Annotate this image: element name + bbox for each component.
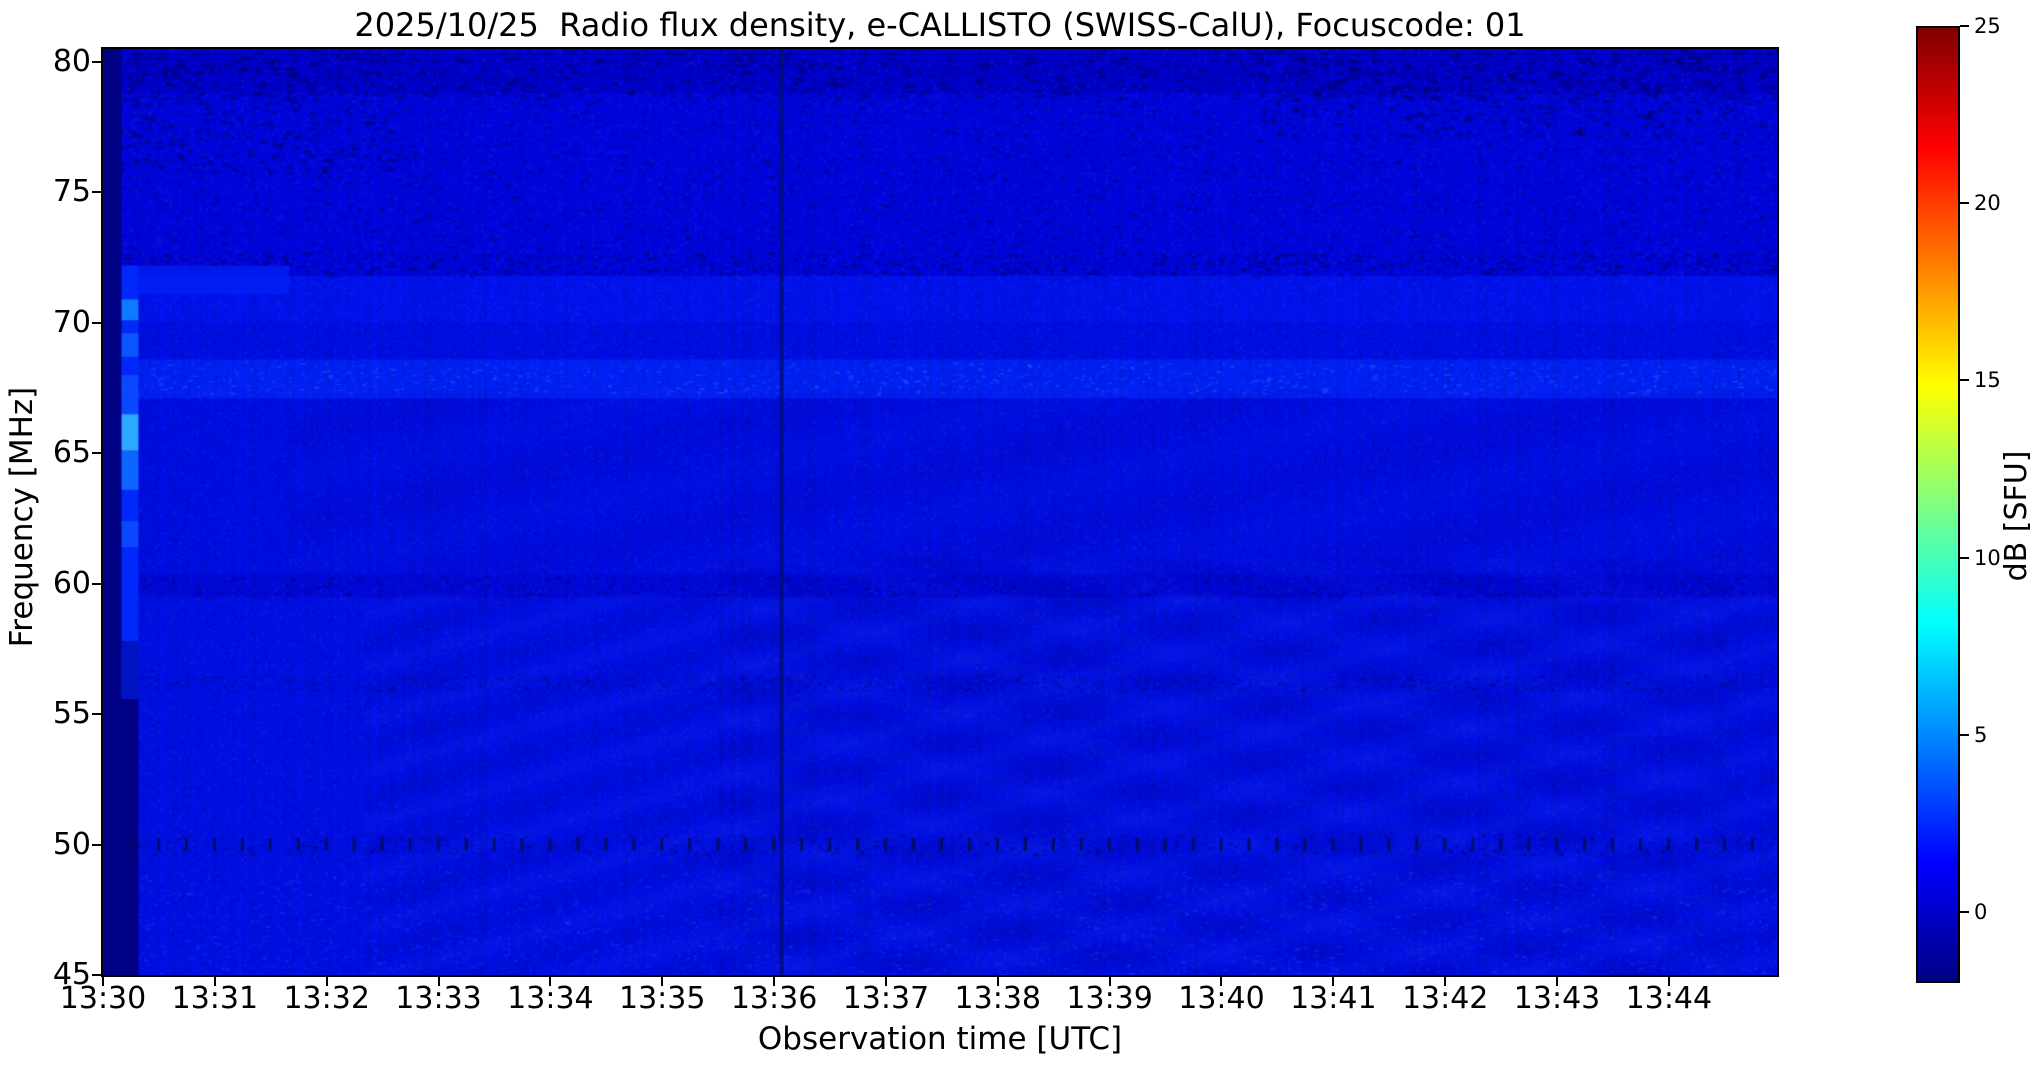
x-tick-mark: [661, 975, 664, 986]
colorbar-tick-label: 25: [1974, 14, 2001, 38]
x-tick-label: 13:38: [954, 981, 1042, 1016]
x-tick-label: 13:42: [1401, 981, 1489, 1016]
y-tick-label: 65: [52, 435, 91, 471]
x-tick-label: 13:30: [59, 981, 147, 1016]
x-tick-mark: [213, 975, 216, 986]
x-tick-mark: [549, 975, 552, 986]
x-tick-label: 13:39: [1066, 981, 1153, 1016]
x-tick-mark: [1220, 975, 1223, 986]
y-tick-label: 45: [52, 957, 91, 992]
x-tick-mark: [1108, 975, 1111, 986]
colorbar: [1916, 26, 1960, 983]
colorbar-tick-mark: [1960, 556, 1969, 559]
y-tick-label: 75: [52, 174, 91, 210]
colorbar-gradient: [1918, 28, 1958, 981]
x-tick-mark: [437, 975, 440, 986]
x-tick-label: 13:40: [1178, 981, 1265, 1016]
x-tick-label: 13:33: [395, 981, 482, 1016]
x-tick-mark: [1667, 975, 1670, 986]
x-tick-mark: [1332, 975, 1335, 986]
y-axis-label: Frequency [MHz]: [4, 386, 40, 648]
y-tick-mark: [92, 582, 103, 585]
colorbar-tick-mark: [1960, 911, 1969, 914]
x-tick-mark: [996, 975, 999, 986]
colorbar-tick-label: 10: [1974, 545, 2001, 570]
x-tick-mark: [1444, 975, 1447, 986]
y-tick-mark: [92, 843, 103, 846]
y-tick-mark: [92, 974, 103, 976]
x-tick-label: 13:43: [1513, 981, 1601, 1016]
colorbar-tick-label: 5: [1974, 722, 1988, 747]
x-axis-label: Observation time [UTC]: [757, 1021, 1123, 1057]
y-tick-label: 80: [52, 44, 91, 80]
colorbar-tick-label: 20: [1974, 191, 2001, 216]
x-tick-label: 13:41: [1290, 981, 1377, 1016]
y-tick-label: 50: [52, 826, 91, 862]
colorbar-tick-mark: [1960, 202, 1969, 205]
y-tick-label: 70: [52, 304, 91, 340]
colorbar-tick-mark: [1960, 379, 1969, 382]
y-tick-mark: [92, 321, 103, 324]
spectrogram-canvas: [103, 49, 1777, 975]
x-tick-label: 13:31: [171, 981, 259, 1016]
y-tick-label: 60: [52, 565, 91, 601]
plot-area: [101, 47, 1779, 977]
x-tick-label: 13:36: [730, 981, 818, 1016]
x-tick-mark: [773, 975, 776, 986]
chart-title: 2025/10/25 Radio flux density, e-CALLIST…: [354, 6, 1526, 44]
colorbar-tick-label: 0: [1974, 900, 1988, 925]
y-tick-mark: [92, 713, 103, 716]
x-tick-label: 13:37: [842, 981, 930, 1016]
x-tick-mark: [884, 975, 887, 986]
x-tick-mark: [1556, 975, 1559, 986]
colorbar-tick-mark: [1960, 25, 1969, 27]
x-tick-label: 13:35: [619, 981, 706, 1016]
x-tick-label: 13:32: [283, 981, 370, 1016]
colorbar-tick-mark: [1960, 733, 1969, 736]
x-tick-label: 13:44: [1625, 981, 1713, 1016]
y-tick-mark: [92, 452, 103, 455]
x-tick-label: 13:34: [507, 981, 594, 1016]
y-tick-mark: [92, 191, 103, 194]
colorbar-tick-label: 15: [1974, 368, 2001, 393]
y-tick-mark: [92, 61, 103, 64]
x-tick-mark: [325, 975, 328, 986]
y-tick-label: 55: [52, 696, 91, 732]
x-tick-mark: [102, 975, 104, 986]
colorbar-label: dB [SFU]: [1999, 450, 2034, 582]
